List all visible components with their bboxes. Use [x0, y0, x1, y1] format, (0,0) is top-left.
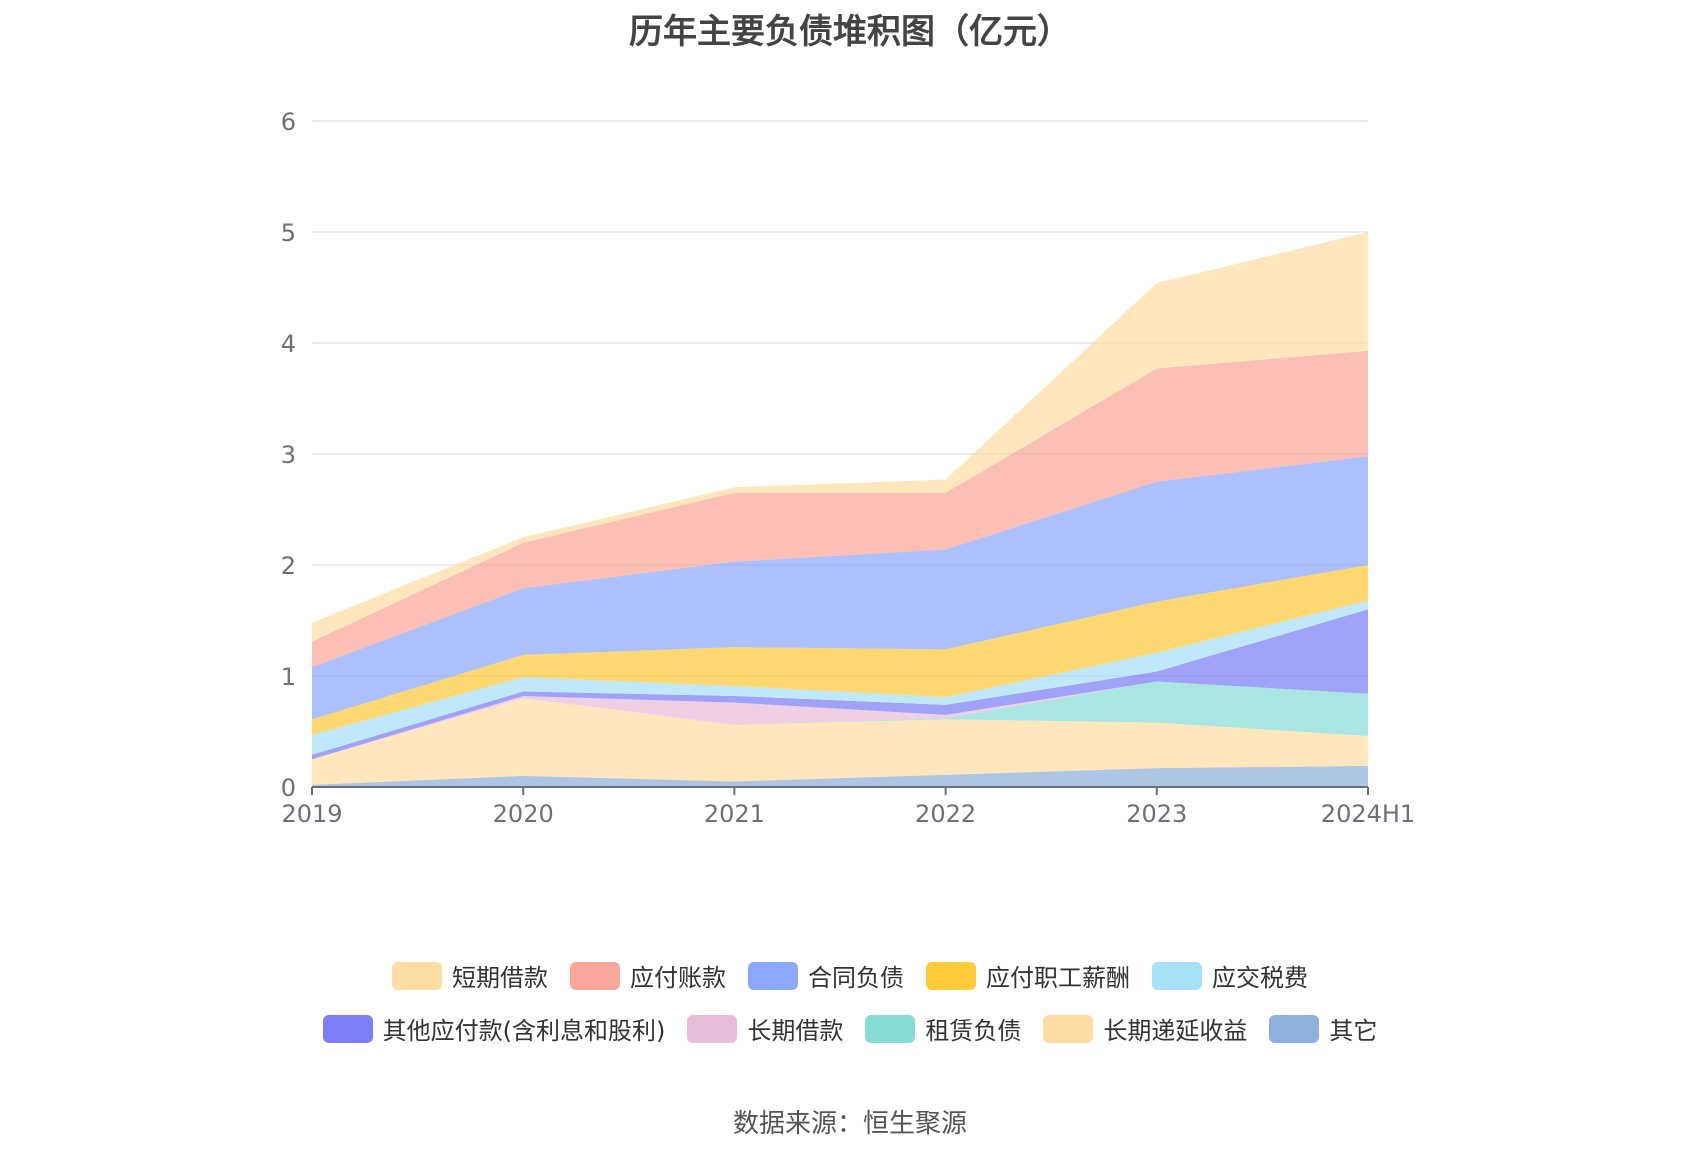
x-tick-label: 2022	[915, 800, 976, 828]
legend-item[interactable]: 其它	[1269, 1011, 1377, 1046]
x-tick-label: 2019	[281, 800, 342, 828]
legend-row: 短期借款 应付账款 合同负债 应付职工薪酬 应交税费	[0, 958, 1700, 993]
legend-item[interactable]: 长期借款	[687, 1011, 843, 1046]
legend-label: 长期递延收益	[1103, 1017, 1248, 1045]
legend-item[interactable]: 租赁负债	[865, 1011, 1021, 1046]
area-series-3	[312, 681, 1368, 760]
legend-label: 应交税费	[1212, 964, 1308, 992]
x-tick-label: 2020	[493, 800, 554, 828]
legend-item[interactable]: 其他应付款(含利息和股利)	[322, 1011, 666, 1046]
chart-title: 历年主要负债堆积图（亿元）	[629, 12, 1071, 52]
y-tick-label: 3	[281, 441, 296, 469]
legend-swatch	[1269, 1014, 1320, 1043]
y-tick-label: 5	[281, 219, 296, 247]
legend-item[interactable]: 短期借款	[392, 958, 548, 993]
legend-label: 应付账款	[630, 964, 726, 992]
legend-swatch	[687, 1014, 738, 1043]
legend-label: 租赁负债	[925, 1017, 1022, 1045]
legend-label: 合同负债	[808, 964, 904, 992]
legend-item[interactable]: 应付账款	[570, 958, 726, 993]
legend-item[interactable]: 长期递延收益	[1043, 1011, 1247, 1046]
source-note: 数据来源：恒生聚源	[732, 1109, 967, 1139]
y-tick-label: 6	[281, 108, 296, 136]
legend-label: 应付职工薪酬	[986, 964, 1130, 992]
area-series-8	[312, 350, 1368, 668]
legend-label: 长期借款	[747, 1017, 844, 1045]
legend-swatch	[570, 961, 620, 990]
legend-label: 短期借款	[452, 964, 548, 992]
legend-swatch	[926, 961, 976, 990]
area-series-6	[312, 565, 1368, 735]
legend-swatch	[1152, 961, 1202, 990]
legend-label: 其他应付款(含利息和股利)	[382, 1017, 666, 1045]
legend-label: 其它	[1329, 1017, 1378, 1045]
legend: 短期借款 应付账款 合同负债 应付职工薪酬 应交税费 其他应付款(含利息和股利) 长期借款…	[0, 958, 1700, 1064]
stacked-area-chart: 0 1 2 3 4 5 6 2019 2020 2021 2022 2023 2024H1	[281, 108, 1415, 828]
y-tick-label: 1	[281, 663, 296, 691]
legend-swatch	[865, 1014, 916, 1043]
legend-swatch	[748, 961, 798, 990]
legend-item[interactable]: 应交税费	[1152, 958, 1308, 993]
legend-swatch	[392, 961, 442, 990]
y-tick-label: 4	[281, 330, 296, 358]
legend-row: 其他应付款(含利息和股利) 长期借款 租赁负债 长期递延收益 其它	[0, 1011, 1700, 1046]
y-tick-label: 2	[281, 552, 296, 580]
area-series-0	[312, 765, 1368, 787]
x-tick-label: 2021	[704, 800, 765, 828]
x-tick-label: 2024H1	[1321, 800, 1415, 828]
legend-swatch	[322, 1014, 373, 1043]
legend-swatch	[1043, 1014, 1094, 1043]
legend-item[interactable]: 合同负债	[748, 958, 904, 993]
legend-item[interactable]: 应付职工薪酬	[926, 958, 1130, 993]
area-series-9	[312, 232, 1368, 642]
y-tick-label: 0	[281, 774, 296, 802]
area-series-1	[312, 698, 1368, 785]
area-series-5	[312, 600, 1368, 755]
area-series-2	[312, 681, 1368, 760]
x-tick-label: 2023	[1126, 800, 1187, 828]
area-series-7	[312, 456, 1368, 720]
